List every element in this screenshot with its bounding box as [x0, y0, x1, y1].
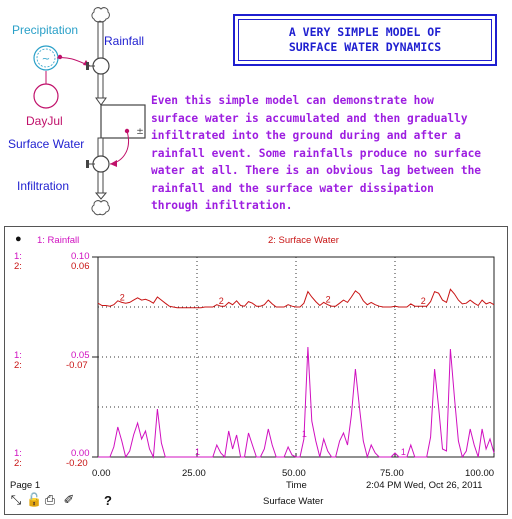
- legend-rainfall: 1: Rainfall: [37, 235, 80, 246]
- axis-surface-mid: -0.07: [66, 360, 88, 371]
- rainfall-label: Rainfall: [104, 34, 145, 48]
- rainfall-flow[interactable]: [86, 21, 110, 106]
- x-tick-label: 0.00: [92, 468, 111, 479]
- lock-icon[interactable]: 🔓: [26, 493, 43, 508]
- print-icon[interactable]: ⎙: [44, 493, 56, 508]
- axis-rainfall-mid: 0.05: [71, 350, 90, 361]
- source-cloud-icon: [91, 7, 110, 23]
- surface-water-label: Surface Water: [8, 137, 85, 151]
- axis-prefix-2-mid: 2:: [14, 360, 22, 371]
- description-line: infiltrated into the ground during and a…: [151, 129, 461, 142]
- axis-prefix-1-bot: 1:: [14, 448, 22, 459]
- precipitation-label: Precipitation: [12, 23, 79, 37]
- x-tick-label: 25.00: [182, 468, 206, 479]
- precipitation-converter[interactable]: ~: [33, 45, 59, 71]
- description-line: water at all. There is an obvious lag be…: [151, 164, 482, 177]
- axis-prefix-1-top: 1:: [14, 251, 22, 262]
- dayjul-converter[interactable]: [33, 83, 59, 109]
- infiltration-label: Infiltration: [17, 179, 70, 193]
- description-line: rainfall and the surface water dissipati…: [151, 181, 434, 195]
- x-tick-label: 50.00: [282, 468, 306, 479]
- axis-prefix-1-mid: 1:: [14, 350, 22, 361]
- description-line: surface water is accumulated and then gr…: [151, 111, 468, 125]
- description-line: Even this simple model can demonstrate h…: [151, 94, 434, 107]
- stock-symbol: ±: [136, 127, 144, 137]
- surface-water-stock[interactable]: ±: [100, 104, 146, 139]
- sink-cloud-icon: [91, 200, 110, 216]
- magic-wand-icon[interactable]: ✐: [63, 493, 75, 508]
- axis-surface-bot: -0.20: [66, 458, 88, 469]
- help-icon[interactable]: ?: [104, 493, 112, 508]
- title-line-1: A VERY SIMPLE MODEL OF: [288, 25, 442, 39]
- graph-pin-icon[interactable]: ●: [15, 233, 22, 245]
- footer-title: Surface Water: [263, 496, 324, 507]
- precipitation-symbol: ~: [42, 54, 50, 65]
- page-label[interactable]: Page 1: [10, 480, 41, 491]
- axis-rainfall-bot: 0.00: [71, 448, 90, 459]
- axis-prefix-2-top: 2:: [14, 261, 22, 272]
- axis-prefix-2-bot: 2:: [14, 458, 22, 469]
- select-icon[interactable]: ⤡: [10, 493, 22, 508]
- title-box: A VERY SIMPLE MODEL OF SURFACE WATER DYN…: [233, 14, 497, 66]
- model-diagram: ~ ±: [33, 7, 146, 216]
- title-line-2: SURFACE WATER DYNAMICS: [288, 40, 442, 54]
- description-line: rainfall event. Some rainfalls produce n…: [151, 146, 482, 160]
- dayjul-label: DayJul: [26, 114, 63, 128]
- x-tick-label: 75.00: [380, 468, 404, 479]
- infiltration-flow[interactable]: [86, 137, 110, 200]
- description-text: Even this simple model can demonstrate h…: [151, 92, 511, 215]
- timestamp: 2:04 PM Wed, Oct 26, 2011: [366, 480, 483, 491]
- description-line: through infiltration.: [151, 199, 293, 212]
- axis-rainfall-top: 0.10: [71, 251, 90, 262]
- x-tick-label: 100.00: [465, 468, 495, 479]
- legend-surface-water: 2: Surface Water: [268, 235, 339, 246]
- x-axis-label: Time: [286, 480, 307, 491]
- axis-surface-top: 0.06: [71, 261, 90, 272]
